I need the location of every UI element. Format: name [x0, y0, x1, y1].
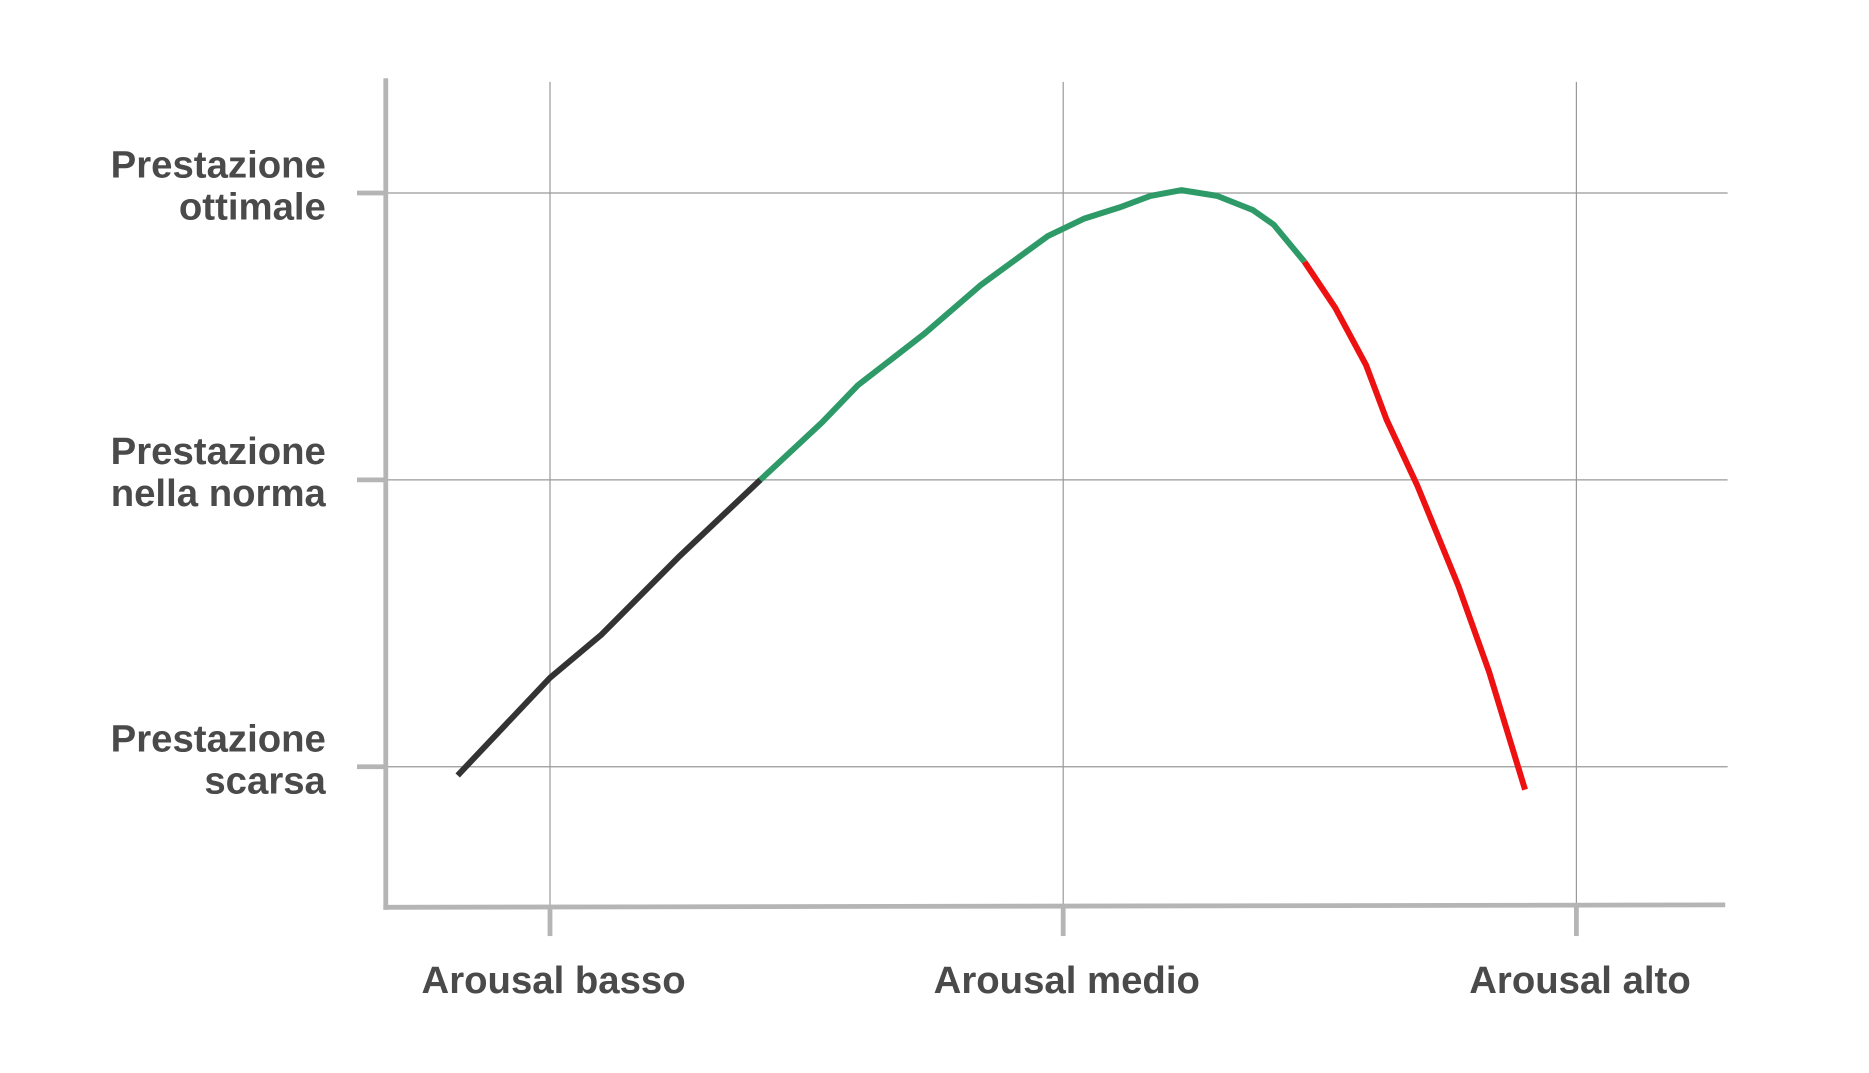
- y-tick-label: Prestazione nella norma: [110, 430, 326, 515]
- y-tick-label-box: Prestazione nella norma: [110, 430, 326, 515]
- y-tick-label: Prestazione ottimale: [110, 143, 326, 228]
- x-tick-label: Arousal basso: [422, 959, 686, 1002]
- x-tick-label: Arousal medio: [934, 959, 1200, 1002]
- x-axis: [383, 902, 1726, 910]
- x-tick-label: Arousal alto: [1469, 959, 1691, 1002]
- curve: [455, 477, 763, 778]
- y-tick-label-box: Prestazione ottimale: [110, 143, 326, 228]
- curve: [1301, 260, 1528, 791]
- curve: [758, 187, 1307, 483]
- y-tick-label-box: Prestazione scarsa: [110, 717, 326, 802]
- y-tick-label: Prestazione scarsa: [110, 717, 326, 802]
